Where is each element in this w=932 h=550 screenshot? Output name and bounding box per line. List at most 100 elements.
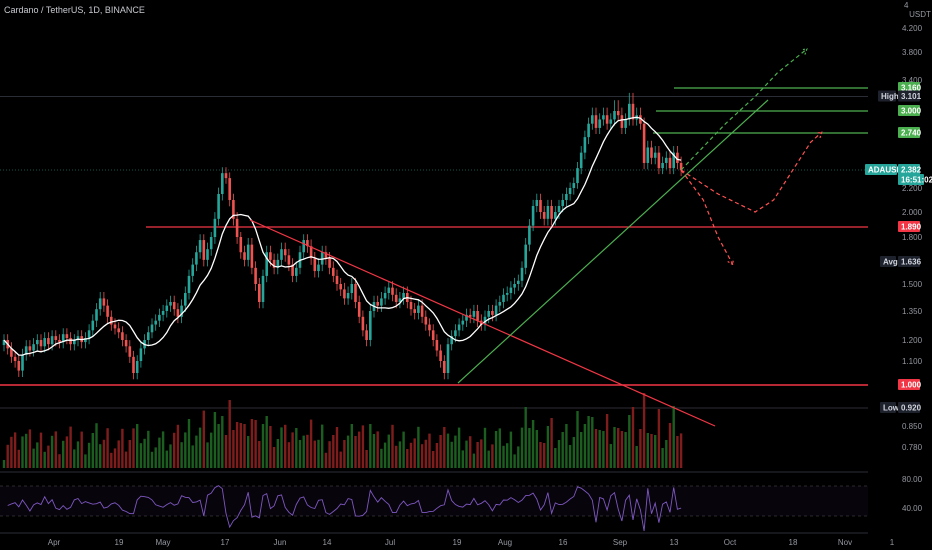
candle-body [202, 240, 206, 260]
candle-body [98, 298, 102, 310]
volume-bar [176, 424, 180, 468]
candle-body [58, 340, 61, 343]
price-badge-text-avg: 1.636 [901, 258, 922, 267]
volume-bar [506, 443, 509, 468]
candle-body [150, 324, 154, 333]
volume-bar [110, 452, 113, 468]
volume-bar [535, 430, 538, 468]
volume-bar [557, 440, 561, 468]
volume-bar [321, 424, 324, 468]
time-tick: Nov [838, 538, 852, 547]
volume-bar [457, 427, 461, 468]
volume-bar [635, 446, 638, 468]
bullish-projection [680, 48, 808, 171]
volume-bar [391, 424, 394, 468]
candle-body [180, 305, 183, 317]
volume-bar [65, 436, 69, 468]
candle-body [394, 294, 398, 302]
candle-body [387, 287, 391, 293]
volume-bar [476, 442, 479, 468]
volume-bar [284, 424, 287, 468]
time-tick: 14 [323, 538, 332, 547]
candle-body [87, 330, 91, 339]
candle-body [306, 240, 309, 247]
candle-body [243, 252, 246, 260]
candle-body [609, 119, 613, 124]
volume-bar [235, 422, 239, 468]
volume-bar [620, 431, 624, 468]
candle-body [435, 340, 439, 351]
volume-bar [494, 431, 498, 468]
price-badge-text-avg_tag: Avg [883, 258, 898, 267]
time-tick: 19 [453, 538, 462, 547]
candle-body [158, 314, 161, 321]
volume-bar [62, 440, 65, 468]
volume-bar [387, 434, 390, 468]
price-badge-low_tag [880, 402, 896, 413]
candles [2, 92, 683, 380]
bearish-projection [680, 169, 734, 265]
volume-bar [269, 426, 272, 468]
price-tick: 1.200 [902, 336, 923, 345]
candle-body [139, 348, 143, 361]
volume-bar [232, 430, 235, 468]
candle-body [383, 293, 387, 299]
price-badge-sym [865, 164, 897, 175]
candle-body [591, 115, 594, 124]
candle-body [402, 293, 405, 299]
volume-bar [631, 407, 635, 468]
volume-bar [472, 453, 476, 468]
candle-body [346, 293, 350, 299]
candle-body [73, 340, 76, 345]
volume-bar [428, 433, 431, 468]
volume-bar [354, 436, 357, 468]
price-badge-text-p2740: 2.740 [901, 129, 922, 138]
volume-bar [313, 440, 316, 468]
volume-bar [609, 444, 612, 468]
candle-body [176, 309, 180, 317]
candle-body [472, 311, 476, 317]
candle-body [272, 259, 276, 268]
candle-body [332, 267, 335, 276]
volume-bar [91, 433, 94, 468]
candle-body [117, 328, 120, 333]
volume-bar [113, 448, 117, 468]
volume-bar [613, 427, 616, 468]
time-tick: 1 [890, 538, 895, 547]
volume-bar [383, 442, 387, 468]
volume-bar [480, 439, 483, 468]
candle-body [61, 334, 65, 343]
price-tick: 3.800 [902, 48, 923, 57]
volume-bar [406, 449, 409, 468]
volume-bar [550, 418, 553, 468]
volume-bar [517, 446, 520, 468]
volume-bar [676, 436, 679, 468]
candle-body [653, 152, 657, 158]
candle-body [295, 267, 298, 276]
candle-body [110, 316, 113, 325]
time-tick: Oct [724, 538, 737, 547]
volume-bar [332, 435, 335, 468]
candle-body [28, 346, 32, 351]
candle-body [446, 344, 450, 373]
volume-bar [254, 420, 257, 468]
candle-body [69, 338, 72, 345]
volume-bar [47, 445, 50, 468]
recovery-projection [680, 131, 823, 213]
candle-body [391, 287, 394, 295]
volume-bar [58, 454, 61, 468]
candle-body [258, 284, 261, 302]
volume-bar [124, 451, 128, 468]
price-badge-text-low: 0.920 [901, 404, 922, 413]
volume-bar [54, 431, 57, 468]
volume-bar [350, 424, 353, 468]
price-badge-text-high_tag: High [881, 92, 899, 101]
volume-bar [217, 424, 220, 468]
volume-bar [306, 434, 309, 468]
volume-bar [576, 411, 579, 468]
candle-body [409, 302, 413, 310]
volume-bar [21, 436, 24, 468]
volume-bar [291, 432, 294, 468]
price-tick: 2.000 [902, 208, 923, 217]
